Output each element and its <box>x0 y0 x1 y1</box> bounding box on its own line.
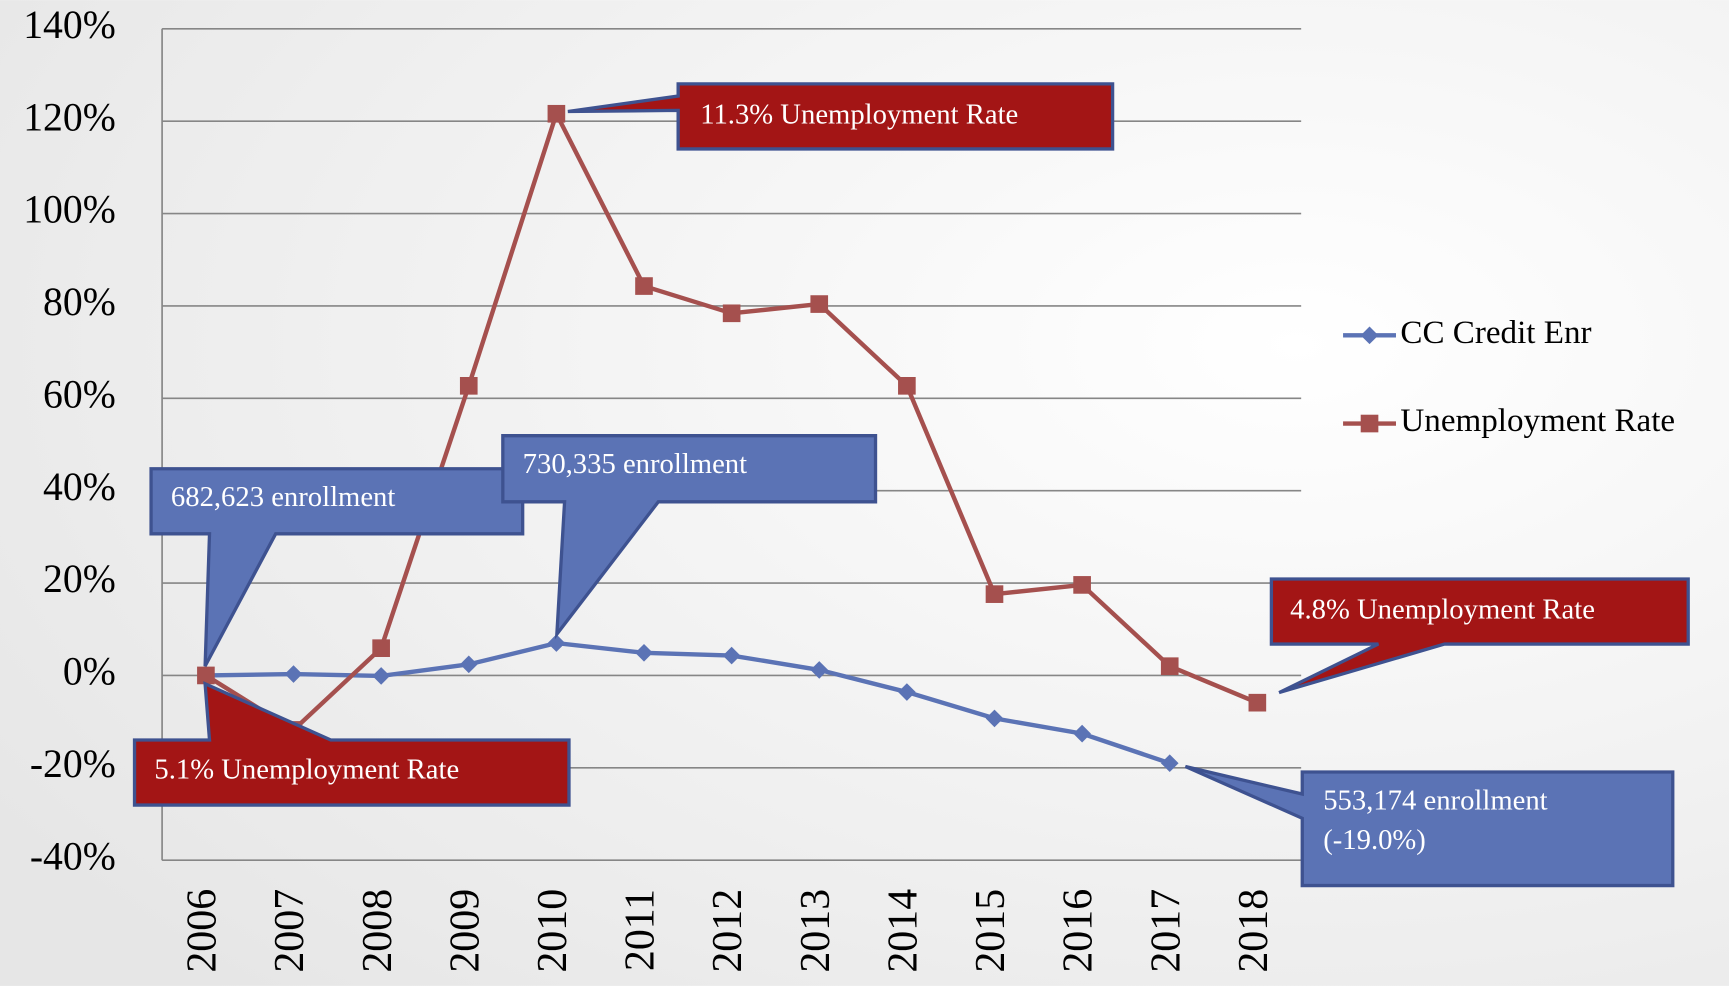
annotation-text: 4.8% Unemployment Rate <box>1290 594 1595 626</box>
x-tick-label: 2010 <box>530 889 576 973</box>
callout: 730,335 enrollment <box>501 434 878 640</box>
x-tick-label: 2007 <box>267 889 313 973</box>
marker <box>197 666 215 685</box>
marker <box>985 709 1004 728</box>
marker <box>1160 657 1179 676</box>
marker <box>810 661 829 679</box>
legend-label: Unemployment Rate <box>1400 403 1675 439</box>
marker <box>1248 693 1267 712</box>
callout: 682,623 enrollment <box>149 467 525 667</box>
x-tick-label: 2016 <box>1056 889 1102 973</box>
y-tick-label: 140% <box>23 3 116 47</box>
x-tick-label: 2015 <box>968 889 1014 973</box>
annotation-text: (-19.0%) <box>1323 824 1426 856</box>
x-tick-label: 2008 <box>355 889 401 973</box>
y-tick-label: 60% <box>43 372 116 416</box>
y-tick-label: 120% <box>23 95 116 139</box>
y-tick-label: 100% <box>23 188 116 232</box>
y-tick-label: 20% <box>43 557 116 601</box>
y-tick-label: -20% <box>30 742 116 786</box>
callout: 5.1% Unemployment Rate <box>132 681 571 807</box>
x-tick-label: 2006 <box>180 889 226 973</box>
marker <box>1073 576 1091 594</box>
annotation-text: 682,623 enrollment <box>171 481 395 513</box>
annotation-text: 11.3% Unemployment Rate <box>700 99 1018 131</box>
annotation-text: 553,174 enrollment <box>1323 784 1547 816</box>
plot <box>197 104 1267 773</box>
y-tick-label: -40% <box>30 834 116 878</box>
marker <box>547 634 566 652</box>
marker <box>547 104 566 123</box>
x-tick-label: 2009 <box>442 889 488 973</box>
marker <box>1073 724 1091 743</box>
callout: 553,174 enrollment (-19.0%) <box>1184 764 1675 888</box>
y-tick-label: 0% <box>63 650 116 694</box>
marker <box>1360 414 1379 433</box>
marker <box>810 295 829 313</box>
annotations: 682,623 enrollment 730,335 enrollment 11… <box>132 82 1690 888</box>
marker <box>459 376 478 395</box>
series-line <box>205 640 1171 766</box>
x-tick-label: 2018 <box>1231 889 1277 973</box>
marker <box>722 646 741 665</box>
annotation-text: 730,335 enrollment <box>523 448 747 480</box>
marker <box>372 639 390 658</box>
marker <box>898 376 916 395</box>
marker <box>1360 326 1379 345</box>
marker <box>635 277 653 295</box>
x-tick-label: 2013 <box>793 889 839 973</box>
marker <box>898 683 916 701</box>
x-tick-label: 2011 <box>618 889 664 971</box>
legend: CC Credit Enr Unemployment Rate <box>1343 315 1675 439</box>
marker <box>985 585 1004 603</box>
marker <box>372 667 390 685</box>
x-tick-label: 2012 <box>705 889 751 973</box>
y-tick-label: 40% <box>43 465 116 509</box>
callout: 11.3% Unemployment Rate <box>567 82 1115 151</box>
legend-label: CC Credit Enr <box>1400 315 1591 351</box>
y-tick-label: 80% <box>43 280 116 324</box>
marker <box>1160 754 1179 773</box>
marker <box>635 643 653 662</box>
callout: 4.8% Unemployment Rate <box>1269 577 1690 695</box>
marker <box>722 304 741 323</box>
x-tick-label: 2014 <box>880 889 926 973</box>
annotation-text: 5.1% Unemployment Rate <box>154 754 459 786</box>
x-tick-label: 2017 <box>1143 889 1189 973</box>
